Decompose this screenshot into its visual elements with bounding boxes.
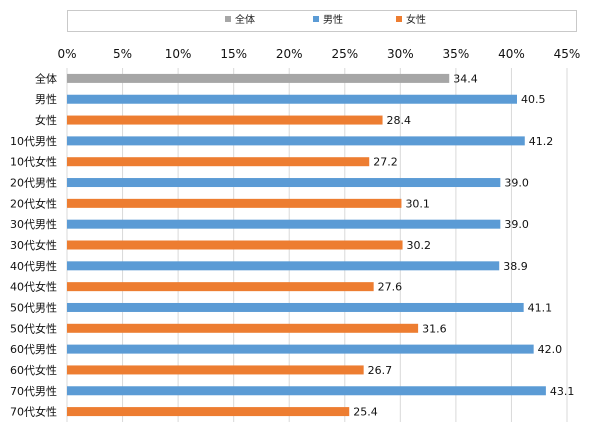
bar — [67, 198, 402, 208]
category-label: 20代男性 — [10, 176, 57, 190]
x-tick-label: 5% — [113, 47, 132, 61]
legend-item-total: 全体 — [225, 14, 255, 28]
data-label: 40.5 — [521, 93, 546, 106]
bar — [67, 344, 534, 354]
legend: 全体 男性 女性 — [67, 10, 577, 32]
category-label: 70代女性 — [10, 405, 57, 419]
bar — [67, 240, 403, 250]
category-label: 70代男性 — [10, 384, 57, 398]
x-tick-label: 30% — [387, 47, 414, 61]
bar — [67, 157, 370, 167]
legend-item-male: 男性 — [313, 14, 343, 28]
category-label: 全体 — [35, 71, 57, 85]
legend-label-male: 男性 — [323, 15, 343, 26]
data-label: 42.0 — [538, 343, 563, 356]
x-tick-label: 10% — [165, 47, 192, 61]
x-tick-label: 20% — [276, 47, 303, 61]
data-label: 41.2 — [529, 135, 554, 148]
bar — [67, 365, 364, 375]
category-label: 10代男性 — [10, 134, 57, 148]
legend-swatch-female — [396, 16, 402, 22]
data-label: 28.4 — [387, 114, 412, 127]
bar — [67, 282, 374, 292]
category-label: 50代女性 — [10, 321, 57, 335]
category-label: 男性 — [35, 92, 57, 106]
bar — [67, 136, 525, 146]
legend-swatch-total — [225, 16, 231, 22]
bar — [67, 323, 419, 333]
x-tick-label: 45% — [554, 47, 581, 61]
bar — [67, 178, 501, 188]
x-tick-label: 25% — [331, 47, 358, 61]
bar — [67, 94, 517, 104]
data-label: 30.2 — [407, 239, 432, 252]
x-tick-label: 35% — [443, 47, 470, 61]
category-label: 30代女性 — [10, 238, 57, 252]
legend-item-female: 女性 — [396, 14, 426, 28]
data-label: 31.6 — [422, 322, 447, 335]
legend-label-total: 全体 — [235, 15, 255, 26]
x-tick-label: 15% — [220, 47, 247, 61]
data-label: 27.2 — [373, 156, 398, 169]
category-label: 40代女性 — [10, 280, 57, 294]
data-label: 30.1 — [405, 197, 430, 210]
legend-swatch-male — [313, 16, 319, 22]
data-label: 38.9 — [503, 260, 528, 273]
bar — [67, 302, 524, 312]
data-label: 41.1 — [528, 301, 553, 314]
category-label: 20代女性 — [10, 196, 57, 210]
legend-label-female: 女性 — [406, 15, 426, 26]
data-label: 26.7 — [368, 364, 393, 377]
data-label: 43.1 — [550, 385, 575, 398]
category-label: 30代男性 — [10, 217, 57, 231]
data-label: 39.0 — [504, 218, 529, 231]
data-label: 27.6 — [378, 281, 403, 294]
category-label: 40代男性 — [10, 259, 57, 273]
data-label: 34.4 — [453, 72, 478, 85]
category-label: 10代女性 — [10, 155, 57, 169]
bar — [67, 261, 500, 271]
category-label: 女性 — [35, 113, 57, 127]
bar — [67, 115, 383, 125]
category-label: 60代男性 — [10, 342, 57, 356]
category-label: 60代女性 — [10, 363, 57, 377]
x-tick-label: 40% — [498, 47, 525, 61]
x-tick-label: 0% — [57, 47, 76, 61]
bar — [67, 73, 450, 83]
data-label: 39.0 — [504, 177, 529, 190]
category-label: 50代男性 — [10, 300, 57, 314]
data-label: 25.4 — [353, 406, 378, 419]
bar — [67, 407, 350, 417]
bar — [67, 219, 501, 229]
bar — [67, 386, 546, 396]
